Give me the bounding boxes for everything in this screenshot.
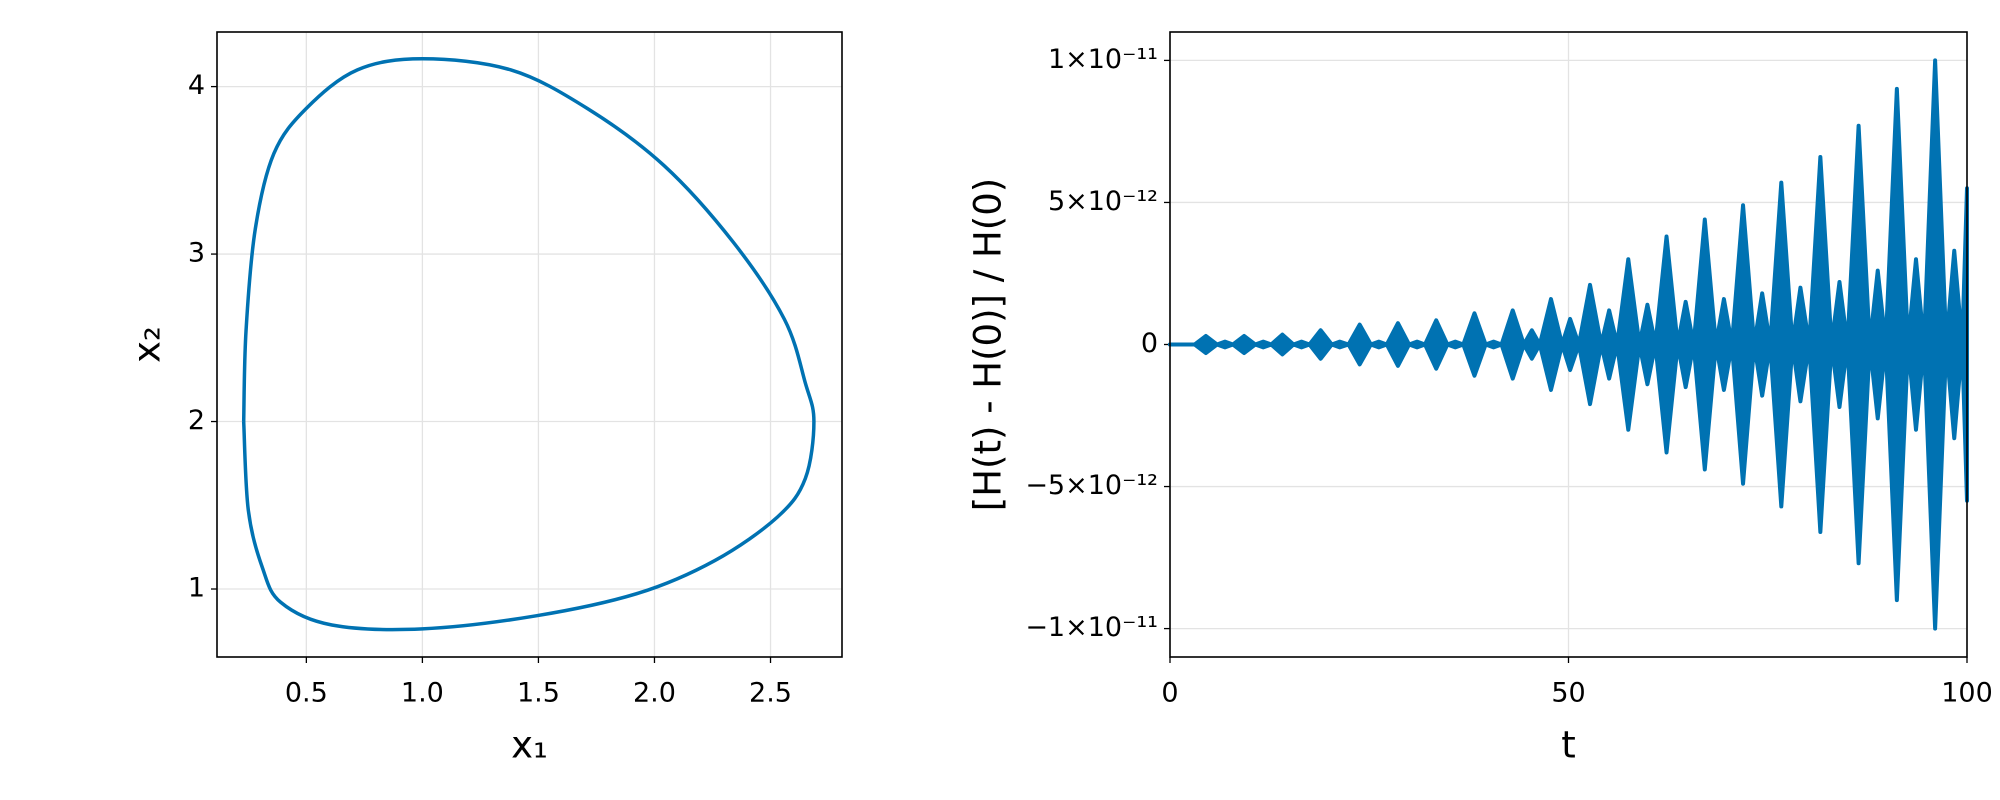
x-tick-label: 50 xyxy=(1551,678,1585,709)
x-tick-label: 0 xyxy=(1161,678,1178,709)
y-tick-label: 5×10⁻¹² xyxy=(1048,186,1158,217)
y-tick-label: 1 xyxy=(188,573,205,604)
x-axis-label: x₁ xyxy=(511,724,548,767)
y-tick-label: 1×10⁻¹¹ xyxy=(1048,44,1158,75)
x-tick-label: 2.5 xyxy=(749,678,792,709)
y-tick-label: −1×10⁻¹¹ xyxy=(1025,612,1158,643)
y-tick-label: 2 xyxy=(188,405,205,436)
x-tick-label: 1.5 xyxy=(517,678,560,709)
x-tick-label: 0.5 xyxy=(285,678,328,709)
y-tick-label: 0 xyxy=(1141,328,1158,359)
plot-frame xyxy=(1169,31,1968,658)
x-tick-label: 1.0 xyxy=(401,678,444,709)
area xyxy=(1168,58,1969,347)
x-tick-label: 2.0 xyxy=(633,678,676,709)
curve xyxy=(241,57,816,632)
y-tick-label: −5×10⁻¹² xyxy=(1025,470,1158,501)
plot-frame xyxy=(216,31,843,658)
y-axis-label: [H(t) - H(0)] / H(0) xyxy=(967,178,1010,511)
area xyxy=(1168,342,1969,631)
y-tick-label: 4 xyxy=(188,70,205,101)
y-tick-label: 3 xyxy=(188,238,205,269)
y-axis-label: x₂ xyxy=(126,326,169,363)
x-tick-label: 100 xyxy=(1941,678,1993,709)
x-axis-label: t xyxy=(1561,724,1576,767)
